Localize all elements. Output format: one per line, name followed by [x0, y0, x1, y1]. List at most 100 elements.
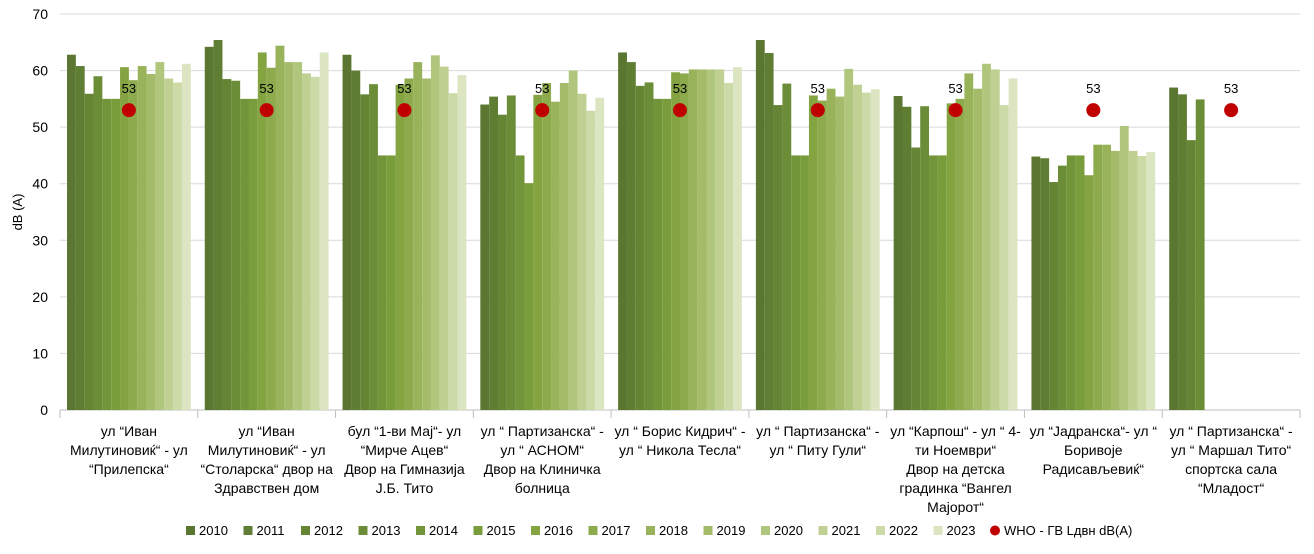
legend-swatch-who — [990, 525, 1000, 536]
bar — [480, 104, 490, 410]
bar — [231, 80, 241, 411]
bar — [893, 96, 903, 411]
who-limit-data-label: 53 — [1086, 81, 1100, 96]
bar — [973, 88, 983, 410]
bar — [791, 155, 801, 410]
legend-swatch — [588, 526, 598, 535]
bar — [937, 155, 947, 410]
category-label: ул “Јадранска“- ул “ Боривоје Радисављевиќ… — [1030, 423, 1158, 477]
who-limit-marker — [535, 103, 550, 118]
y-axis-title: dB (A) — [10, 194, 25, 231]
category-label-line: ул “ Партизанска“ - — [756, 423, 880, 439]
who-limit-marker — [1086, 103, 1101, 118]
legend-label: 2013 — [372, 523, 401, 538]
who-limit-data-label: 53 — [811, 81, 825, 96]
bar — [1102, 144, 1112, 410]
bar — [1128, 150, 1138, 410]
category-label-line: ул “ Партизанска“ - — [481, 423, 605, 439]
category-label-line: “Мирче Ацев“ — [361, 442, 449, 458]
bar — [635, 85, 645, 411]
bar — [586, 110, 596, 410]
bar — [1111, 150, 1120, 410]
bar — [870, 89, 880, 411]
who-limit-data-label: 53 — [397, 81, 411, 96]
bar — [835, 96, 845, 410]
bar — [595, 97, 605, 411]
bar — [120, 67, 129, 411]
who-limit-marker — [1224, 103, 1239, 118]
bar — [1066, 155, 1076, 410]
category-label-line: Радисављевиќ“ — [1043, 461, 1145, 477]
bar — [111, 98, 121, 410]
who-limit-marker — [121, 103, 136, 118]
bar — [524, 183, 534, 410]
category-label-line: Мајорот“ — [927, 499, 984, 515]
bar — [128, 80, 138, 410]
bar — [800, 155, 809, 410]
who-limit-data-label: 53 — [259, 81, 273, 96]
legend-label: 2019 — [717, 523, 746, 538]
bar — [946, 103, 956, 410]
bar — [413, 62, 423, 410]
bar — [204, 46, 214, 410]
bar — [902, 106, 912, 410]
y-tick-label: 60 — [32, 63, 48, 79]
bar — [240, 98, 249, 410]
legend-label: 2020 — [774, 523, 803, 538]
bar — [618, 52, 627, 411]
who-limit-marker — [259, 103, 274, 118]
bar — [662, 98, 672, 410]
bar — [1057, 165, 1067, 410]
bar — [688, 69, 698, 410]
legend-label: 2010 — [199, 523, 228, 538]
category-label: ул “Иван Милутиновиќ“ - ул “Столарска“ дво… — [200, 423, 333, 496]
bar — [982, 63, 991, 410]
legend-swatch — [358, 526, 368, 535]
who-limit-data-label: 53 — [673, 81, 687, 96]
bar — [351, 70, 361, 411]
category-label-line: ул “Иван — [239, 423, 295, 439]
category-label-line: ул “Јадранска“- ул “ — [1030, 423, 1158, 439]
bar — [653, 98, 663, 410]
category-label-line: ул “Иван — [101, 423, 157, 439]
bar — [1195, 99, 1205, 411]
category-label-line: болница — [515, 480, 570, 496]
category-label-line: Боривоје — [1064, 442, 1123, 458]
who-limit-marker — [948, 103, 963, 118]
legend-swatch — [416, 526, 425, 535]
y-tick-label: 40 — [32, 176, 48, 192]
y-tick-label: 30 — [32, 232, 48, 248]
legend-label: 2015 — [487, 523, 516, 538]
bar — [275, 45, 285, 411]
category-label: ул “ Партизанска“ - ул “ АСНОМ“ Двор на Кл… — [481, 423, 605, 496]
legend-swatch — [703, 526, 713, 535]
legend-swatch — [186, 526, 195, 535]
bar — [817, 100, 827, 410]
bar — [457, 75, 467, 411]
bar — [319, 52, 329, 411]
bar — [577, 93, 587, 410]
bar — [93, 76, 103, 410]
who-limit-marker — [810, 103, 825, 118]
category-label-line: Двор на детска — [906, 461, 1005, 477]
legend-label: 2014 — [429, 523, 458, 538]
legend-label: 2016 — [544, 523, 573, 538]
bar — [506, 95, 516, 410]
bar — [920, 106, 930, 410]
bar — [1049, 182, 1058, 410]
legend-swatch — [876, 526, 885, 535]
legend-label: 2023 — [947, 523, 976, 538]
bar — [310, 76, 320, 411]
bar — [173, 82, 182, 411]
y-tick-label: 70 — [32, 6, 48, 22]
bar — [1075, 155, 1085, 410]
category-label: ул “Карпош“ - ул “ 4- ти Ноември“ Двор на … — [890, 423, 1021, 515]
bar — [1084, 175, 1094, 410]
category-label: ул “ Борис Кидрич“ - ул “ Никола Тесла“ — [614, 423, 745, 458]
bar — [430, 55, 440, 410]
bar — [293, 62, 303, 410]
bar — [1093, 144, 1103, 410]
bar — [1178, 94, 1187, 411]
bar — [155, 62, 165, 410]
